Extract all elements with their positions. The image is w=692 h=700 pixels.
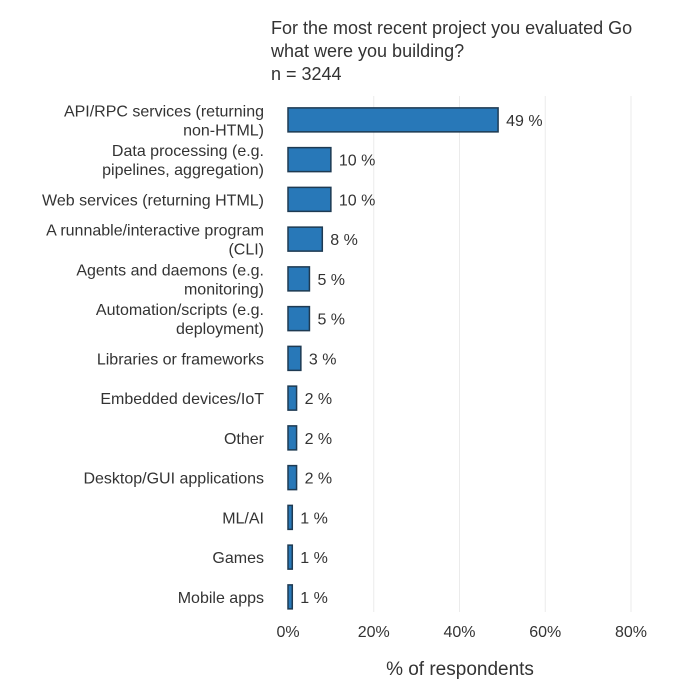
category-label-line: non-HTML) xyxy=(183,122,264,139)
category-label: Web services (returning HTML) xyxy=(42,192,264,209)
bar-value-label: 2 % xyxy=(305,431,333,448)
category-label-line: Libraries or frameworks xyxy=(97,351,264,368)
category-label-line: pipelines, aggregation) xyxy=(102,162,264,179)
category-label-line: (CLI) xyxy=(228,242,264,259)
x-tick-label: 80% xyxy=(615,624,647,641)
category-label: Mobile apps xyxy=(178,590,264,607)
x-axis-ticks: 0% 20% 40% 60% 80% xyxy=(276,624,647,641)
gridlines xyxy=(373,96,632,612)
bars xyxy=(287,107,499,610)
bar xyxy=(287,464,298,491)
category-label: Other xyxy=(224,431,265,448)
category-label: Games xyxy=(212,550,264,567)
category-label-line: Agents and daemons (e.g. xyxy=(76,262,264,279)
category-label-line: Data processing (e.g. xyxy=(112,143,264,160)
category-label: Agents and daemons (e.g. monitoring) xyxy=(76,262,264,298)
bar-value-label: 1 % xyxy=(300,510,328,527)
category-label: A runnable/interactive program (CLI) xyxy=(46,223,264,259)
bar xyxy=(287,226,324,252)
category-label: Data processing (e.g. pipelines, aggregat… xyxy=(102,143,264,179)
bar-value-label: 5 % xyxy=(317,312,345,329)
category-label-line: deployment) xyxy=(176,321,264,338)
category-label-line: Mobile apps xyxy=(178,590,264,607)
category-label-line: API/RPC services (returning xyxy=(64,103,264,120)
category-label-line: ML/AI xyxy=(222,510,264,527)
bar-value-label: 3 % xyxy=(309,351,337,368)
category-label-line: Games xyxy=(212,550,264,567)
category-label: Embedded devices/IoT xyxy=(100,391,264,408)
category-label: Libraries or frameworks xyxy=(97,351,264,368)
category-label-line: monitoring) xyxy=(184,281,264,298)
bar xyxy=(287,584,294,610)
chart-title-line-2: what were you building? xyxy=(271,41,465,61)
bar-value-label: 8 % xyxy=(330,232,358,249)
x-tick-label: 60% xyxy=(529,624,561,641)
category-labels: API/RPC services (returning non-HTML) Data… xyxy=(42,103,265,607)
bar xyxy=(287,345,302,372)
category-label: Desktop/GUI applications xyxy=(83,471,264,488)
category-label-line: A runnable/interactive program xyxy=(46,223,264,240)
x-tick-label: 20% xyxy=(358,624,390,641)
bar xyxy=(287,385,298,411)
category-label: API/RPC services (returning non-HTML) xyxy=(64,103,264,139)
x-tick-label: 40% xyxy=(443,624,475,641)
bar-value-label: 10 % xyxy=(339,192,375,209)
bar xyxy=(287,544,294,570)
bar xyxy=(287,146,332,173)
bar-value-label: 1 % xyxy=(300,550,328,567)
bar-value-label: 2 % xyxy=(305,391,333,408)
category-label-line: Automation/scripts (e.g. xyxy=(96,302,264,319)
chart-sample-size: n = 3244 xyxy=(271,64,342,84)
chart-title: For the most recent project you evaluate… xyxy=(271,17,691,86)
x-tick-label: 0% xyxy=(276,624,299,641)
category-label-line: Other xyxy=(224,431,265,448)
category-label: ML/AI xyxy=(222,510,264,527)
bar-value-label: 1 % xyxy=(300,590,328,607)
x-axis-title: % of respondents xyxy=(386,659,534,680)
bar xyxy=(287,504,294,531)
bar xyxy=(287,266,311,292)
bar xyxy=(287,186,332,213)
bar xyxy=(287,425,298,451)
bar-value-label: 2 % xyxy=(305,471,333,488)
bar-value-label: 5 % xyxy=(317,272,345,289)
category-label-line: Desktop/GUI applications xyxy=(83,471,264,488)
category-label-line: Embedded devices/IoT xyxy=(100,391,264,408)
chart-title-line-1: For the most recent project you evaluate… xyxy=(271,18,633,38)
category-label-line: Web services (returning HTML) xyxy=(42,192,264,209)
bar-value-label: 10 % xyxy=(339,153,375,170)
value-labels: 49 % 10 % 10 % 8 % 5 % 5 % 3 % 2 % 2 % 2 % 1 % 1 % 1… xyxy=(300,113,542,607)
category-label: Automation/scripts (e.g. deployment) xyxy=(96,302,264,338)
bar xyxy=(287,107,499,133)
bar xyxy=(287,305,311,332)
bar-value-label: 49 % xyxy=(506,113,542,130)
